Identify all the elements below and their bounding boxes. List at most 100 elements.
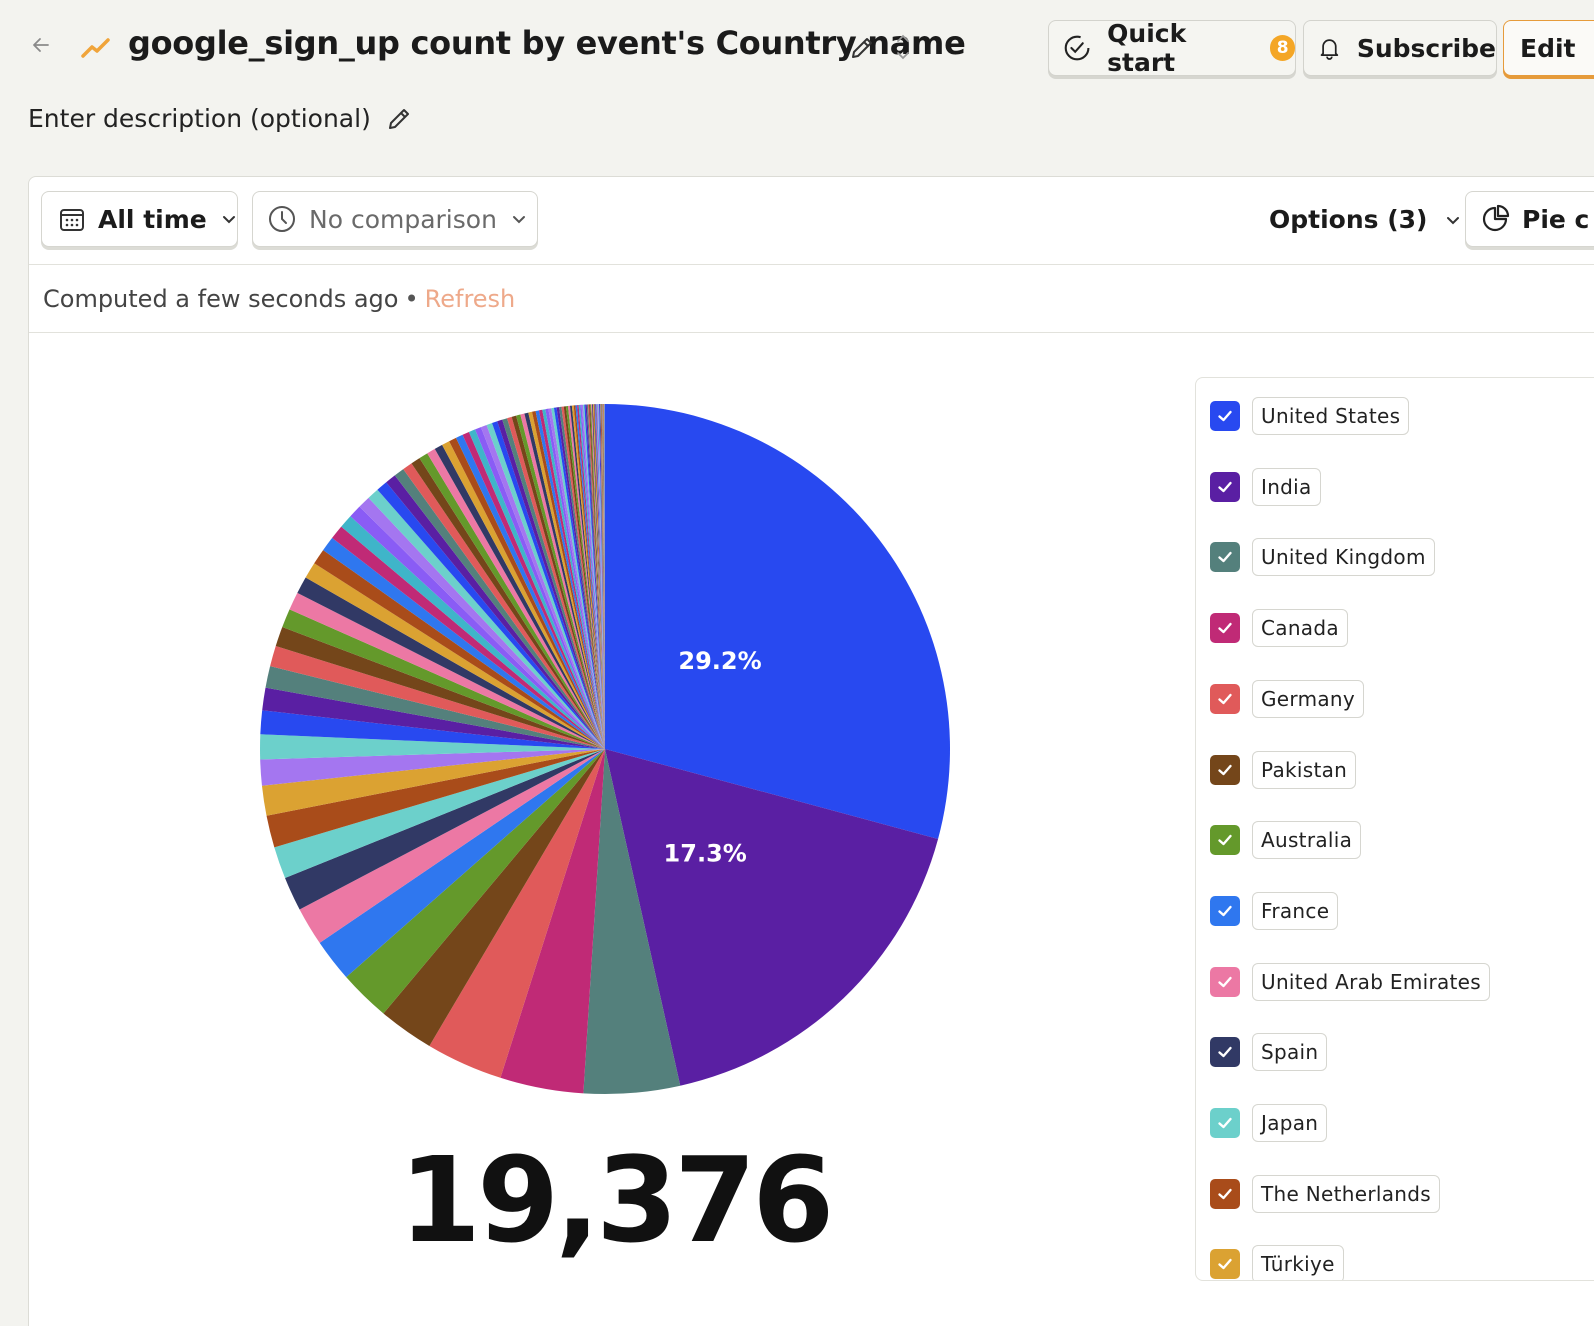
legend-item[interactable]: United States bbox=[1210, 396, 1410, 436]
pie-slice-united-kingdom[interactable] bbox=[583, 749, 681, 1094]
legend-item[interactable]: Germany bbox=[1210, 679, 1365, 719]
pie-slice[interactable] bbox=[265, 666, 605, 749]
pie-slice[interactable] bbox=[600, 404, 605, 749]
pie-slice-france[interactable] bbox=[319, 749, 605, 978]
refresh-link[interactable]: Refresh bbox=[424, 285, 516, 313]
chart-type-select[interactable]: Pie c bbox=[1465, 191, 1594, 247]
pie-slice[interactable] bbox=[532, 411, 605, 749]
pie-slice[interactable] bbox=[507, 416, 605, 749]
legend-checkbox[interactable] bbox=[1210, 825, 1240, 856]
pie-slice[interactable] bbox=[260, 749, 605, 786]
pie-slice-united-arab-emirates[interactable] bbox=[299, 749, 605, 943]
pie-slice[interactable] bbox=[455, 434, 605, 749]
pie-slice[interactable] bbox=[394, 469, 605, 749]
pie-slice[interactable] bbox=[492, 421, 605, 749]
pie-slice[interactable] bbox=[586, 404, 605, 749]
legend-item[interactable]: Australia bbox=[1210, 820, 1362, 860]
pie-slice[interactable] bbox=[584, 404, 605, 749]
date-range-select[interactable]: All time bbox=[41, 191, 238, 247]
legend-checkbox[interactable] bbox=[1210, 401, 1240, 431]
pie-slice[interactable] bbox=[511, 415, 605, 749]
pie-slice[interactable] bbox=[571, 405, 605, 749]
pie-slice[interactable] bbox=[559, 406, 605, 749]
pie-slice[interactable] bbox=[593, 404, 605, 749]
pie-slice[interactable] bbox=[561, 406, 605, 749]
edit-title-pencil-icon[interactable] bbox=[848, 34, 876, 62]
legend-item[interactable]: Pakistan bbox=[1210, 750, 1357, 790]
legend-checkbox[interactable] bbox=[1210, 1178, 1240, 1209]
legend-item[interactable]: Japan bbox=[1210, 1103, 1328, 1143]
description-field[interactable]: Enter description (optional) bbox=[28, 104, 413, 133]
pie-slice[interactable] bbox=[596, 404, 605, 749]
pie-slice[interactable] bbox=[575, 405, 605, 749]
pie-slice[interactable] bbox=[297, 577, 605, 749]
legend-checkbox[interactable] bbox=[1210, 1108, 1240, 1138]
pie-slice-canada[interactable] bbox=[500, 749, 605, 1094]
pie-slice[interactable] bbox=[497, 419, 605, 749]
pie-slice[interactable] bbox=[578, 404, 605, 749]
pie-slice[interactable] bbox=[583, 404, 605, 749]
pie-slice[interactable] bbox=[275, 627, 605, 749]
legend-checkbox[interactable] bbox=[1210, 1249, 1240, 1280]
pie-slice[interactable] bbox=[368, 489, 605, 749]
pie-slice-united-states[interactable] bbox=[605, 404, 950, 839]
legend-item[interactable]: The Netherlands bbox=[1210, 1174, 1440, 1214]
pie-slice[interactable] bbox=[259, 734, 605, 760]
pie-slice[interactable] bbox=[486, 423, 605, 749]
pie-slice[interactable] bbox=[403, 463, 605, 749]
pie-slice[interactable] bbox=[580, 404, 605, 749]
pie-slice[interactable] bbox=[577, 405, 605, 749]
pie-slice[interactable] bbox=[597, 404, 605, 749]
legend-checkbox[interactable] bbox=[1210, 1037, 1240, 1068]
pie-slice[interactable] bbox=[573, 405, 605, 749]
pie-slice[interactable] bbox=[282, 609, 605, 749]
legend-item[interactable]: Canada bbox=[1210, 608, 1348, 648]
pie-slice[interactable] bbox=[260, 710, 605, 749]
back-arrow-icon[interactable] bbox=[30, 34, 54, 58]
pie-slice[interactable] bbox=[480, 424, 605, 749]
legend-checkbox[interactable] bbox=[1210, 966, 1240, 997]
pie-slice[interactable] bbox=[569, 405, 605, 749]
legend-checkbox[interactable] bbox=[1210, 542, 1240, 573]
legend-item[interactable]: France bbox=[1210, 891, 1339, 931]
pie-slice[interactable] bbox=[596, 404, 605, 749]
pie-slice[interactable] bbox=[314, 550, 605, 749]
pie-slice[interactable] bbox=[442, 441, 605, 749]
pie-slice[interactable] bbox=[563, 406, 605, 749]
subscribe-button[interactable]: Subscribe bbox=[1303, 20, 1497, 76]
legend-item[interactable]: United Arab Emirates bbox=[1210, 962, 1491, 1002]
pie-slice-japan[interactable] bbox=[274, 749, 605, 879]
legend-checkbox[interactable] bbox=[1210, 683, 1240, 714]
pie-slice[interactable] bbox=[565, 405, 605, 749]
pie-slice[interactable] bbox=[305, 563, 605, 749]
pie-slice-spain[interactable] bbox=[285, 749, 605, 910]
pie-slice[interactable] bbox=[590, 404, 605, 749]
pie-slice[interactable] bbox=[434, 444, 605, 749]
pie-slice[interactable] bbox=[599, 404, 605, 749]
pie-slice[interactable] bbox=[594, 404, 605, 749]
pie-slice[interactable] bbox=[516, 414, 605, 749]
pie-slice[interactable] bbox=[289, 592, 605, 749]
pie-slice[interactable] bbox=[587, 404, 605, 749]
pie-slice[interactable] bbox=[262, 687, 605, 749]
pie-slice[interactable] bbox=[502, 418, 605, 749]
pie-slice[interactable] bbox=[595, 404, 605, 749]
edit-description-pencil-icon[interactable] bbox=[385, 105, 413, 133]
pie-slice[interactable] bbox=[427, 448, 605, 749]
pie-slice[interactable] bbox=[377, 482, 605, 749]
legend-checkbox[interactable] bbox=[1210, 613, 1240, 644]
pie-slice[interactable] bbox=[535, 410, 605, 749]
pie-slice[interactable] bbox=[567, 405, 605, 749]
pie-slice[interactable] bbox=[585, 404, 605, 749]
pie-slice[interactable] bbox=[462, 431, 605, 749]
pie-slice-t-rkiye[interactable] bbox=[261, 749, 605, 816]
pie-slice[interactable] bbox=[589, 404, 605, 749]
pie-slice[interactable] bbox=[528, 411, 605, 749]
pie-slice[interactable] bbox=[548, 408, 605, 749]
pie-slice[interactable] bbox=[592, 404, 605, 749]
legend-item[interactable]: Spain bbox=[1210, 1032, 1328, 1072]
pie-slice[interactable] bbox=[556, 407, 605, 749]
pie-slice-germany[interactable] bbox=[429, 749, 605, 1078]
edit-button[interactable]: Edit bbox=[1503, 20, 1594, 76]
pie-slice[interactable] bbox=[323, 537, 605, 749]
